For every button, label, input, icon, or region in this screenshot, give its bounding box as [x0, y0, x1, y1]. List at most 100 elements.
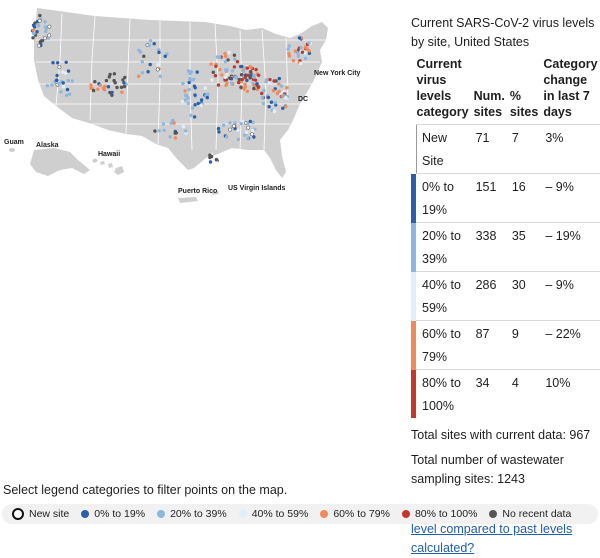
- site-point: [107, 75, 112, 79]
- site-point: [45, 83, 50, 88]
- site-point: [246, 125, 251, 130]
- site-point: [298, 61, 303, 66]
- site-point: [47, 33, 52, 38]
- site-point: [252, 135, 256, 139]
- site-point: [137, 74, 141, 78]
- site-point: [172, 121, 176, 125]
- site-point: [228, 121, 232, 125]
- site-point: [223, 60, 228, 64]
- label-us-virgin-islands: US Virgin Islands: [228, 185, 286, 192]
- site-point: [183, 98, 187, 102]
- site-point: [91, 88, 96, 93]
- site-point: [245, 66, 249, 70]
- header-pct-sites: % sites: [509, 89, 539, 119]
- site-point: [250, 132, 255, 137]
- header-category: Current virus levels category: [416, 57, 469, 119]
- site-point: [110, 93, 114, 98]
- site-point: [245, 130, 249, 135]
- site-point: [65, 87, 70, 92]
- site-point: [254, 67, 258, 72]
- site-point: [261, 101, 265, 106]
- site-point: [226, 58, 230, 62]
- label-puerto-rico: Puerto Rico: [178, 188, 217, 195]
- site-point: [252, 84, 256, 88]
- site-point: [156, 62, 160, 67]
- legend-item-0-19[interactable]: 0% to 19%: [81, 508, 145, 520]
- legend-item-80-100[interactable]: 80% to 100%: [401, 508, 477, 520]
- dot-icon: [157, 510, 166, 518]
- site-point: [214, 157, 219, 162]
- site-point: [245, 89, 250, 94]
- site-point: [152, 42, 156, 46]
- site-point: [142, 54, 146, 58]
- row-pct: 9: [506, 320, 541, 370]
- legend-item-no-recent-data[interactable]: No recent data: [489, 508, 571, 520]
- site-point: [205, 95, 209, 100]
- site-point: [285, 86, 289, 90]
- total-current-sites: Total sites with current data: 967: [411, 428, 591, 442]
- hawaii-shape: [92, 158, 124, 175]
- site-point: [186, 101, 190, 105]
- site-point: [171, 118, 175, 123]
- legend-item-20-39[interactable]: 20% to 39%: [157, 508, 227, 520]
- site-point: [36, 43, 41, 48]
- site-point: [241, 119, 245, 124]
- site-point: [66, 69, 71, 73]
- site-point: [148, 62, 152, 67]
- site-point: [63, 71, 68, 75]
- site-point: [89, 83, 93, 87]
- site-point: [162, 128, 166, 132]
- site-point: [161, 122, 166, 126]
- site-point: [242, 133, 247, 137]
- site-point: [196, 101, 200, 106]
- site-point: [249, 73, 254, 77]
- site-point: [252, 86, 256, 91]
- site-point: [239, 122, 243, 126]
- site-point: [243, 75, 247, 80]
- site-point: [248, 70, 253, 74]
- legend-item-40-59[interactable]: 40% to 59%: [238, 508, 308, 520]
- table-row: 0% to 19% 151 16 – 9%: [410, 173, 600, 223]
- site-point: [230, 81, 234, 85]
- site-point: [38, 13, 42, 18]
- site-point: [286, 47, 290, 51]
- site-point: [262, 88, 266, 93]
- table-row: 80% to 100% 34 4 10%: [410, 369, 600, 418]
- site-point: [267, 105, 271, 109]
- row-change: – 9%: [540, 271, 600, 321]
- site-point: [236, 80, 241, 85]
- site-point: [256, 85, 261, 89]
- legend-item-60-79[interactable]: 60% to 79%: [320, 508, 390, 520]
- site-point: [122, 81, 126, 85]
- site-point: [223, 78, 227, 82]
- site-point: [195, 70, 199, 74]
- row-change: 10%: [540, 369, 600, 418]
- site-point: [32, 31, 36, 36]
- legend-label: 60% to 79%: [333, 508, 390, 520]
- site-point: [184, 129, 188, 133]
- site-point: [122, 84, 127, 89]
- dot-icon: [81, 510, 90, 518]
- site-point: [102, 88, 107, 92]
- site-point: [210, 78, 214, 82]
- site-point: [277, 89, 281, 94]
- site-point: [300, 50, 305, 54]
- site-point: [277, 82, 281, 86]
- site-point: [148, 39, 153, 43]
- site-point: [222, 123, 226, 128]
- row-category: 60% to 79%: [410, 320, 471, 370]
- site-point: [157, 50, 161, 55]
- legend-item-new-site[interactable]: New site: [12, 508, 69, 520]
- site-point: [110, 90, 114, 95]
- site-point: [189, 113, 193, 118]
- site-point: [64, 60, 68, 64]
- site-point: [293, 49, 298, 53]
- site-point: [32, 25, 37, 29]
- site-point: [243, 85, 247, 89]
- site-point: [61, 81, 65, 85]
- site-point: [192, 77, 196, 82]
- row-category: New Site: [410, 124, 471, 174]
- row-num: 151: [470, 173, 507, 223]
- site-point: [65, 93, 69, 98]
- site-point: [155, 67, 160, 72]
